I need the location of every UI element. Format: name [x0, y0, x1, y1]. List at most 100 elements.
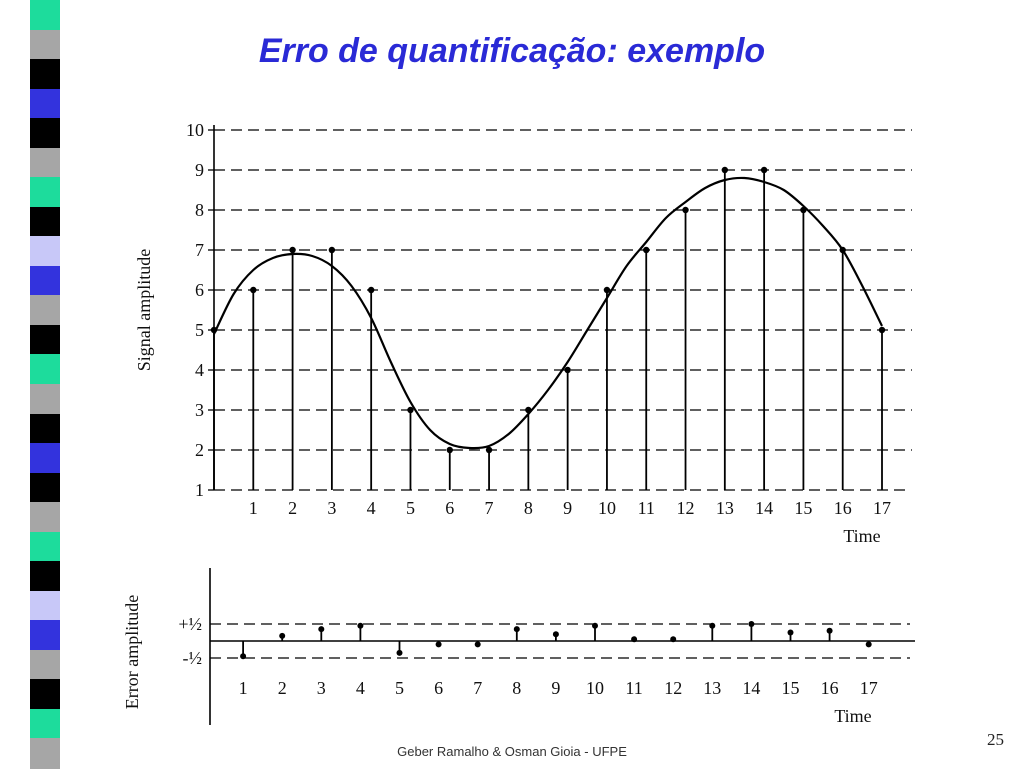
x-tick-label: 7 [473, 678, 482, 698]
x-tick-label: 9 [551, 678, 560, 698]
x-tick-label: 6 [434, 678, 443, 698]
decorative-sidebar [30, 0, 60, 769]
x-tick-label: 8 [512, 678, 521, 698]
error-point [670, 636, 677, 643]
x-tick-label: 8 [524, 498, 533, 518]
sidebar-segment [30, 561, 60, 592]
x-tick-label: 4 [356, 678, 365, 698]
error-point [318, 626, 325, 633]
bottom-error-stems [242, 624, 870, 657]
y-tick-label: 9 [195, 160, 204, 180]
y-tick-label: -½ [183, 648, 203, 668]
top-y-tick-labels: 1 2 3 4 5 6 7 8 9 10 [186, 120, 214, 500]
sample-point [760, 166, 768, 174]
sidebar-segment [30, 29, 60, 61]
error-point [709, 622, 716, 629]
sidebar-segment [30, 236, 60, 267]
sample-point [839, 246, 846, 254]
sidebar-segment [30, 384, 60, 415]
sidebar-segment [30, 354, 60, 385]
sample-point [289, 246, 296, 254]
x-tick-label: 11 [625, 678, 642, 698]
x-tick-label: 10 [586, 678, 604, 698]
x-tick-label: 5 [395, 678, 404, 698]
error-point [748, 621, 755, 627]
error-point [240, 653, 247, 660]
x-tick-label: 3 [327, 498, 336, 518]
x-tick-label: 15 [782, 678, 800, 698]
x-tick-label: 9 [563, 498, 572, 518]
sidebar-segment [30, 118, 60, 149]
x-tick-label: 2 [278, 678, 287, 698]
bottom-error-points [240, 621, 872, 660]
error-point [357, 622, 364, 629]
y-tick-label: 3 [195, 400, 204, 420]
sidebar-segment [30, 502, 60, 533]
y-tick-label: 4 [195, 360, 204, 380]
error-point [552, 631, 559, 638]
sidebar-segment [30, 177, 60, 208]
y-tick-label: +½ [178, 614, 202, 634]
sample-point [643, 246, 650, 254]
x-tick-label: 3 [317, 678, 326, 698]
sidebar-segment [30, 265, 60, 297]
sample-point [525, 406, 532, 414]
top-sample-points [210, 166, 886, 454]
sidebar-segment [30, 295, 60, 326]
sidebar-segment [30, 738, 60, 769]
slide-title: Erro de quantificação: exemplo [258, 32, 766, 70]
x-tick-label: 12 [677, 498, 695, 518]
y-tick-label: 5 [195, 320, 204, 340]
x-tick-label: 11 [638, 498, 655, 518]
x-tick-label: 17 [873, 498, 891, 518]
sample-point [446, 446, 453, 454]
bottom-x-tick-labels: 1 2 3 4 5 6 7 8 9 10 11 12 13 14 15 16 17 [239, 678, 878, 698]
x-tick-label: 16 [834, 498, 852, 518]
sidebar-segment [30, 649, 60, 681]
x-tick-label: 14 [742, 678, 760, 698]
x-tick-label: 7 [485, 498, 494, 518]
x-tick-label: 5 [406, 498, 415, 518]
error-point [435, 641, 442, 648]
top-grid-lines [214, 129, 912, 451]
top-axes [213, 125, 910, 491]
x-tick-label: 13 [703, 678, 721, 698]
sample-point [250, 286, 257, 294]
signal-curve [213, 176, 883, 450]
bottom-axes [209, 568, 915, 725]
sample-point [485, 446, 493, 454]
error-point [279, 632, 286, 639]
sample-point [800, 206, 807, 214]
sample-point [328, 246, 336, 254]
sidebar-segment [30, 443, 60, 474]
y-tick-label: 6 [195, 280, 204, 300]
sample-point [564, 366, 571, 374]
x-tick-label: 17 [860, 678, 878, 698]
error-amplitude-chart: +½-½ 1 2 3 4 5 6 7 8 9 10 11 12 13 14 15 16 17 Error amp… [122, 568, 915, 726]
sidebar-segment [30, 59, 60, 90]
bottom-y-axis-label: Error amplitude [122, 595, 142, 709]
slide-footer: Geber Ramalho & Osman Gioia - UFPE [397, 744, 627, 759]
x-tick-label: 1 [239, 678, 248, 698]
sample-point [682, 206, 689, 214]
x-tick-label: 14 [755, 498, 773, 518]
x-tick-label: 15 [794, 498, 812, 518]
bottom-y-tick-labels: +½ -½ [178, 614, 202, 668]
bottom-grid-lines [210, 623, 910, 659]
error-point [865, 641, 872, 648]
bottom-x-axis-label: Time [834, 706, 871, 726]
error-point [787, 629, 794, 636]
sample-point [407, 406, 414, 414]
error-point [826, 627, 833, 634]
sample-point [721, 166, 729, 174]
top-x-axis-label: Time [843, 526, 880, 546]
error-point [396, 649, 403, 656]
x-tick-label: 2 [288, 498, 297, 518]
y-tick-label: 1 [195, 480, 204, 500]
x-tick-label: 16 [821, 678, 839, 698]
error-point [513, 626, 520, 633]
sidebar-segment [30, 88, 60, 120]
page-number: 25 [987, 730, 1004, 749]
